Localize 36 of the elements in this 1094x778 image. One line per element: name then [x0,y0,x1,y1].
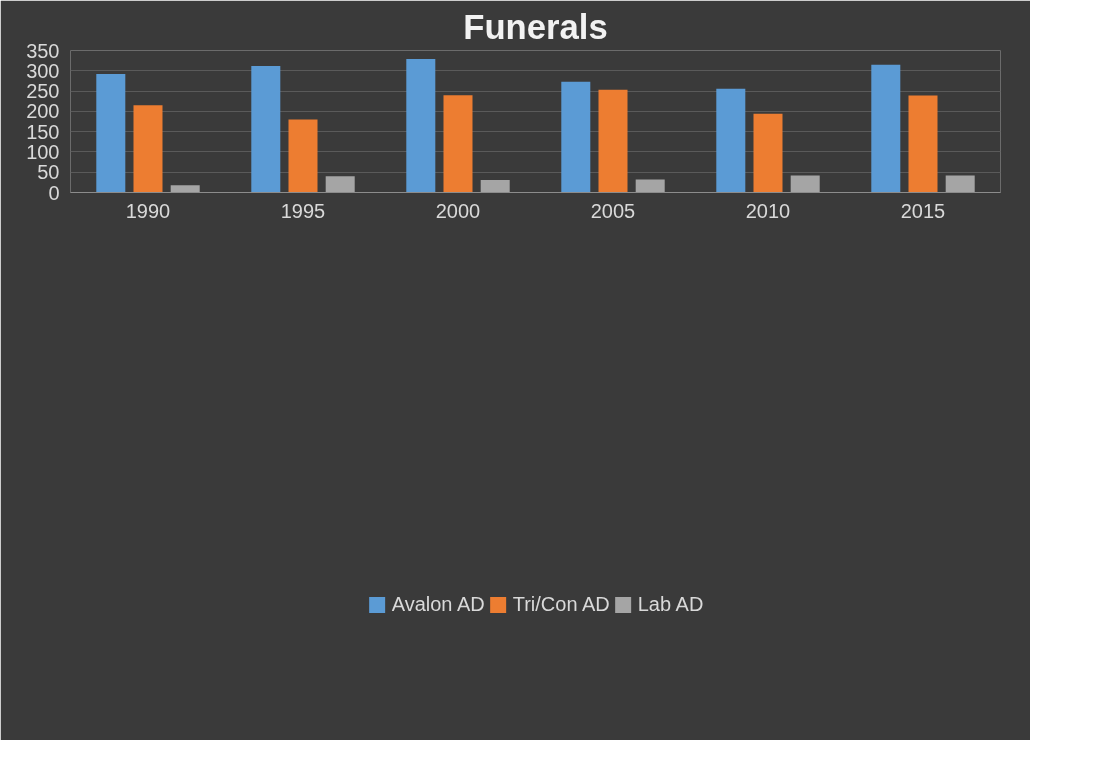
bar [716,88,746,193]
bar [406,59,436,193]
bar [288,119,318,193]
bar [251,65,281,193]
y-tick-label: 0 [48,181,60,204]
x-tick-label: 2000 [435,199,481,222]
bar [635,179,665,193]
y-tick-label: 150 [26,120,60,143]
bar [96,74,126,193]
bar [753,113,783,193]
bar [561,81,591,193]
bar [480,179,510,193]
x-tick-label: 2005 [590,199,636,222]
x-tick-label: 1990 [125,199,171,222]
bar [945,175,975,193]
legend-label: Avalon AD [391,592,485,616]
x-tick-label: 2010 [745,199,791,222]
y-tick-label: 200 [26,100,60,123]
bar [598,89,628,193]
y-tick-label: 250 [26,80,60,103]
legend-label: Lab AD [637,592,704,616]
bar [170,185,200,193]
bar [908,95,938,193]
y-tick-label: 50 [37,161,60,184]
bar [443,95,473,193]
legend-label: Tri/Con AD [512,592,610,616]
chart-title: Funerals [463,7,608,46]
bar [790,175,820,193]
y-tick-label: 100 [26,140,60,163]
bar [133,105,163,193]
x-tick-label: 2015 [900,199,946,222]
x-tick-label: 1995 [280,199,326,222]
bar [325,176,355,193]
y-tick-label: 350 [26,39,60,62]
bar [871,64,901,193]
y-tick-label: 300 [26,59,60,82]
